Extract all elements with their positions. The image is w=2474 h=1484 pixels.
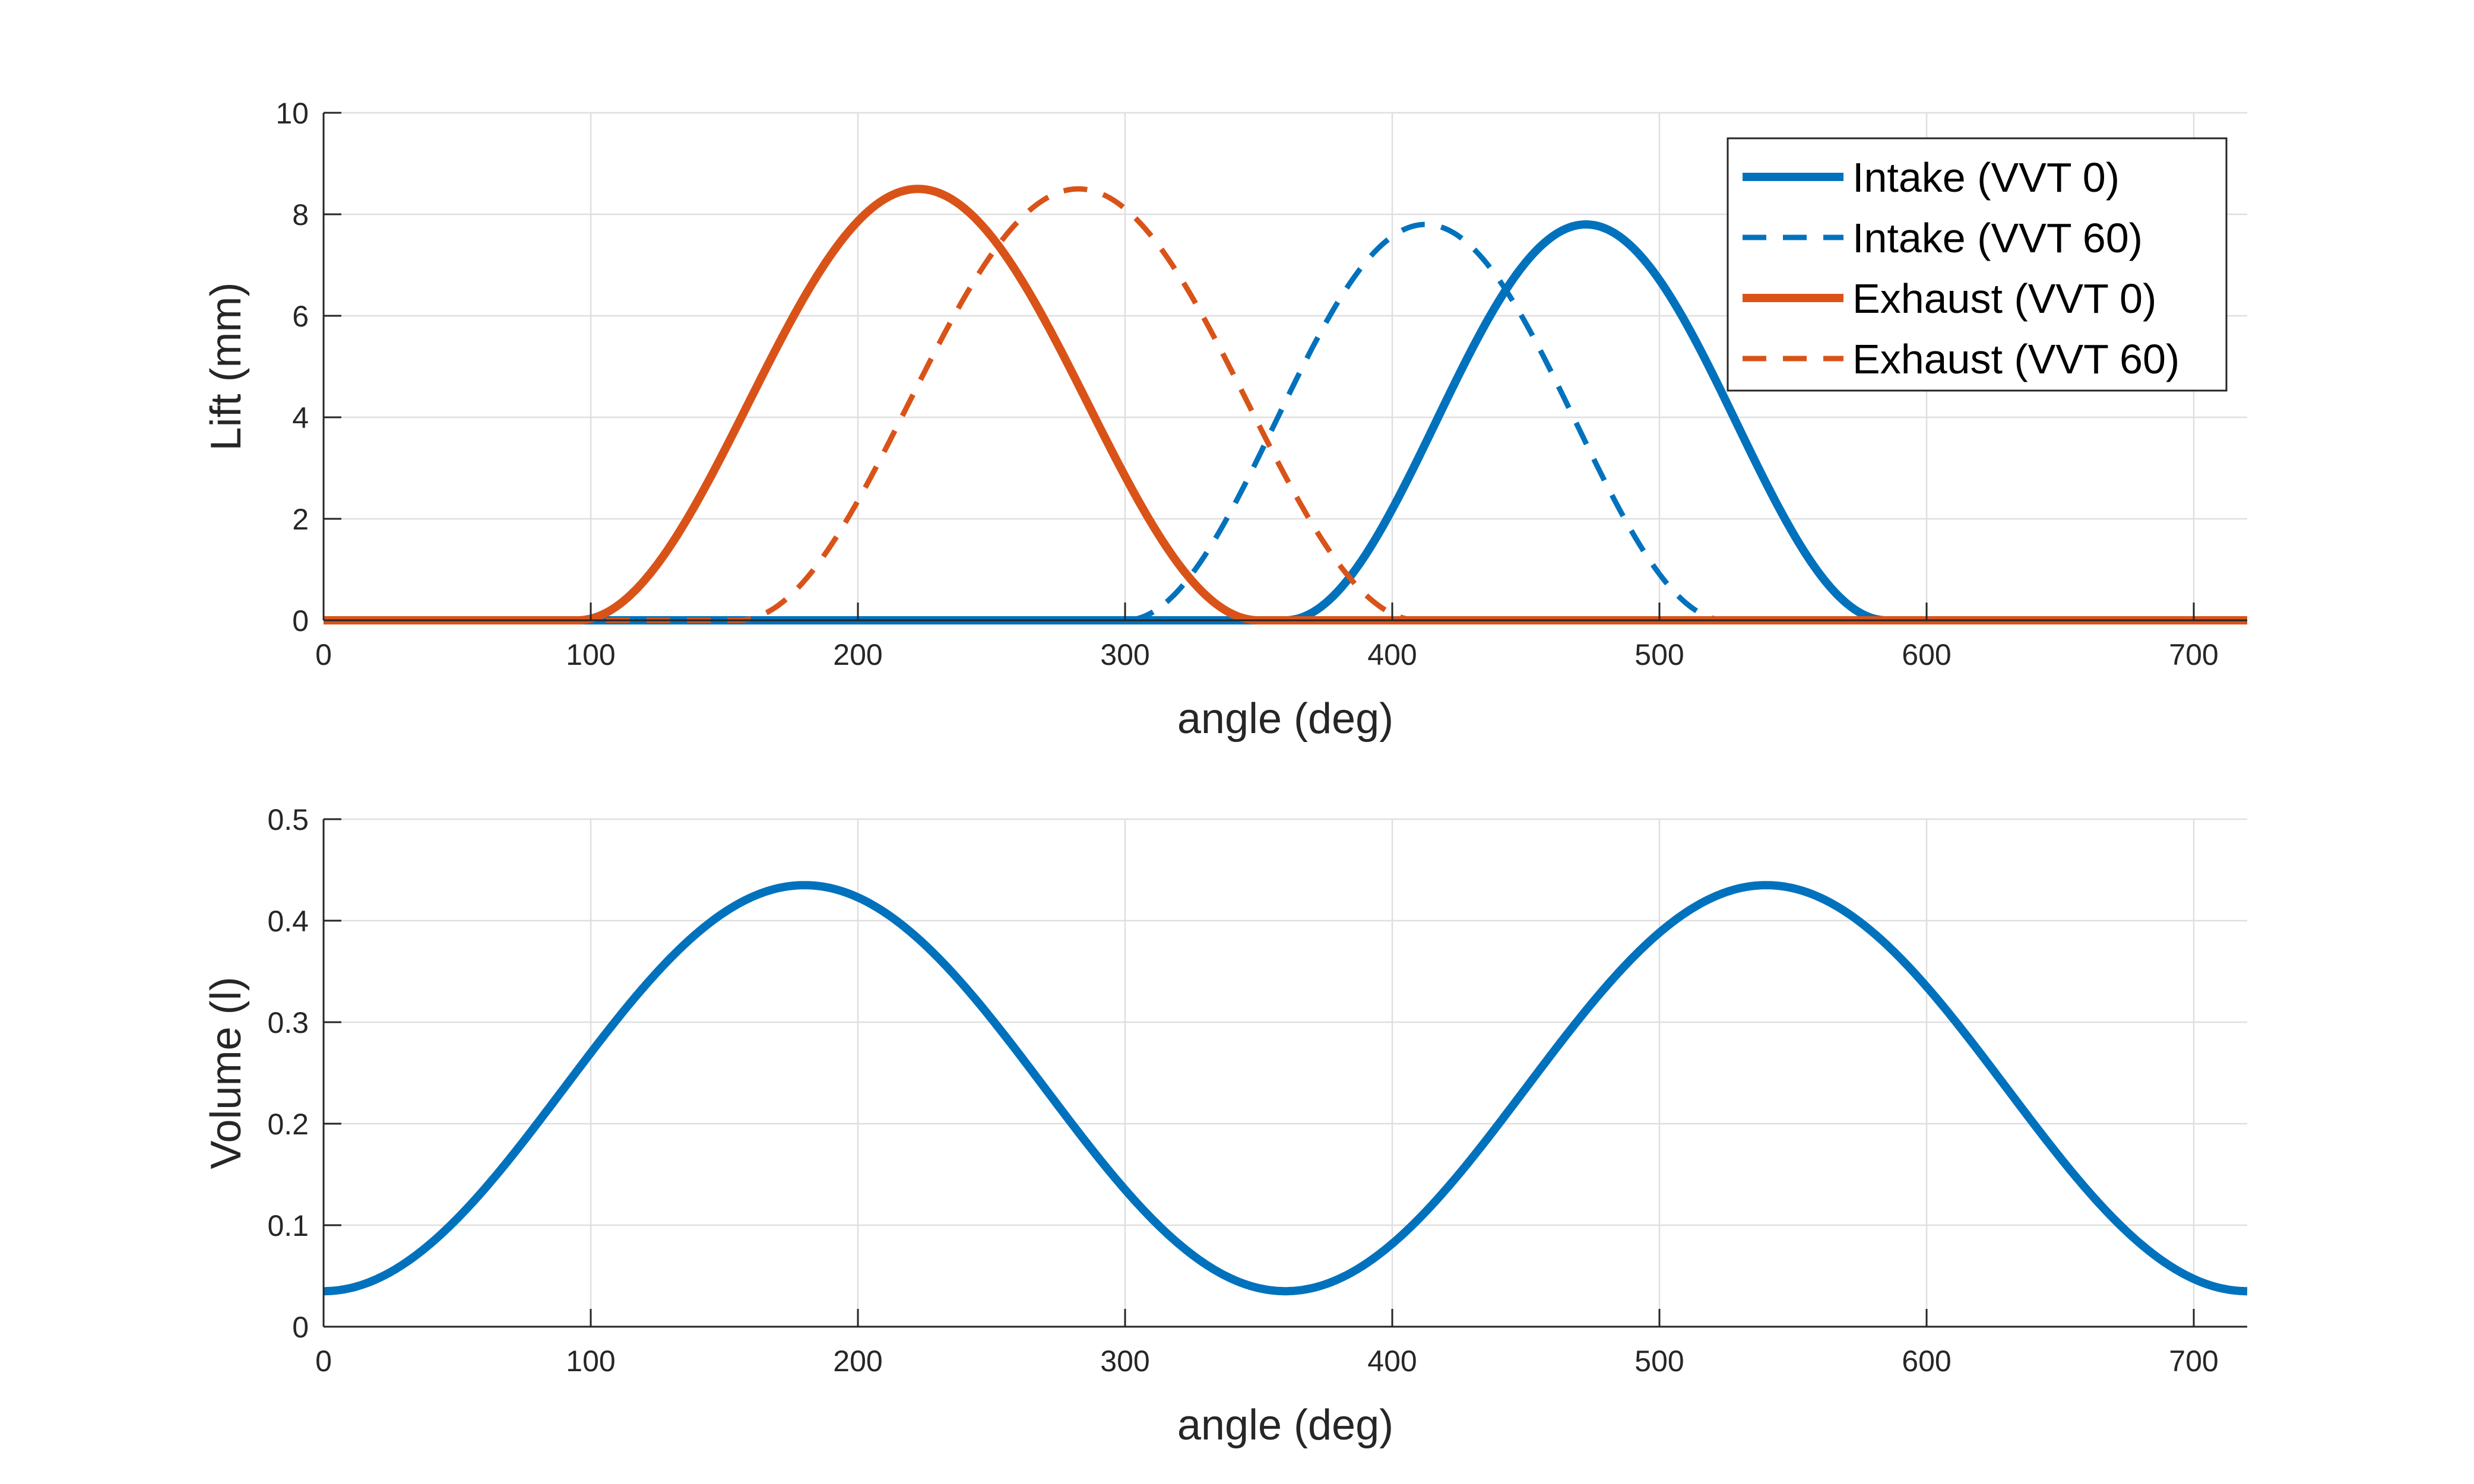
- volume-x-axis-label: angle (deg): [1177, 1401, 1393, 1449]
- volume-y-tick-label: 0.1: [267, 1209, 309, 1242]
- lift-ticks: 0 100 200 300 400 500 600 700 0 2 4 6 8 10: [275, 97, 2218, 671]
- legend-entry-2: Exhaust (VVT 0): [1852, 275, 2156, 322]
- volume-ticks: 0 100 200 300 400 500 600 700 0 0.1 0.2 0.3 0.4 0.5: [267, 803, 2218, 1378]
- lift-x-tick-label: 300: [1100, 638, 1149, 671]
- volume-y-tick-label: 0: [292, 1311, 309, 1344]
- lift-x-tick-label: 700: [2169, 638, 2218, 671]
- lift-x-tick-label: 400: [1367, 638, 1417, 671]
- volume-y-tick-label: 0.3: [267, 1006, 309, 1039]
- legend-entry-3: Exhaust (VVT 60): [1852, 336, 2180, 382]
- volume-grid: [324, 818, 2247, 1327]
- lift-x-tick-label: 200: [833, 638, 882, 671]
- lift-y-tick-label: 8: [292, 198, 309, 232]
- lift-y-tick-label: 2: [292, 503, 309, 536]
- legend-entry-0: Intake (VVT 0): [1852, 154, 2120, 201]
- volume-y-axis-label: Volume (l): [202, 976, 250, 1169]
- legend-entry-1: Intake (VVT 60): [1852, 215, 2143, 261]
- legend: Intake (VVT 0) Intake (VVT 60) Exhaust (VV…: [1727, 137, 2228, 392]
- volume-series: [322, 881, 2249, 1296]
- lift-y-tick-label: 0: [292, 604, 309, 638]
- lift-chart: 0 100 200 300 400 500 600 700 0 2 4 6 8 10 angle (deg…: [202, 97, 2249, 743]
- volume-x-tick-label: 400: [1367, 1345, 1417, 1378]
- volume-x-tick-label: 300: [1100, 1345, 1149, 1378]
- lift-x-tick-label: 100: [566, 638, 615, 671]
- volume-x-tick-label: 200: [833, 1345, 882, 1378]
- lift-x-tick-label: 500: [1634, 638, 1684, 671]
- lift-x-axis-label: angle (deg): [1177, 695, 1393, 743]
- lift-y-axis-label: Lift (mm): [202, 283, 250, 451]
- lift-y-tick-label: 4: [292, 401, 309, 435]
- volume-x-tick-label: 0: [315, 1345, 332, 1378]
- volume-x-tick-label: 100: [566, 1345, 615, 1378]
- lift-y-tick-label: 6: [292, 300, 309, 333]
- lift-y-tick-label: 10: [275, 97, 309, 130]
- volume-series-0: [322, 881, 2249, 1296]
- lift-x-tick-label: 0: [315, 638, 332, 671]
- volume-x-tick-label: 500: [1634, 1345, 1684, 1378]
- volume-y-tick-label: 0.5: [267, 803, 309, 836]
- volume-chart: 0 100 200 300 400 500 600 700 0 0.1 0.2 0.3 0.4 0.5 a…: [202, 803, 2249, 1449]
- volume-y-tick-label: 0.2: [267, 1108, 309, 1141]
- lift-x-tick-label: 600: [1902, 638, 1951, 671]
- volume-y-tick-label: 0.4: [267, 905, 309, 938]
- volume-x-tick-label: 700: [2169, 1345, 2218, 1378]
- volume-x-tick-label: 600: [1902, 1345, 1951, 1378]
